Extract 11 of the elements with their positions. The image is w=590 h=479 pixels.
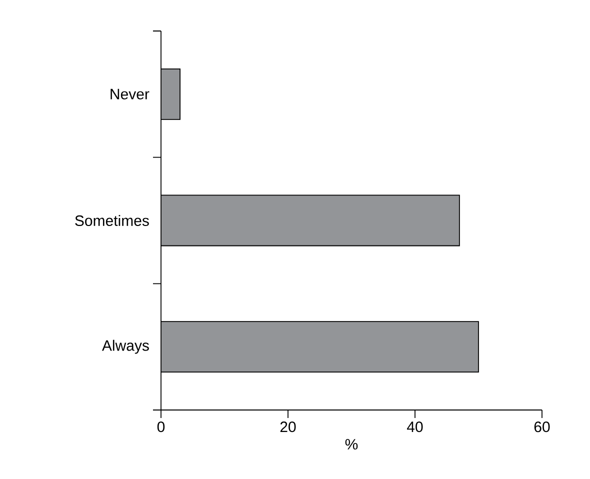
bar [161, 68, 181, 120]
x-axis-title: % [345, 439, 358, 450]
bar [161, 321, 479, 373]
x-tick-label: 60 [534, 422, 550, 432]
x-tick-label: 40 [407, 422, 423, 432]
x-tick-label: 0 [157, 422, 165, 432]
y-tick-label: Always [102, 340, 149, 354]
y-tick-label: Sometimes [75, 214, 149, 226]
x-tick-label: 20 [280, 422, 296, 432]
y-tick-label: Never [110, 88, 150, 100]
bar [161, 194, 460, 246]
